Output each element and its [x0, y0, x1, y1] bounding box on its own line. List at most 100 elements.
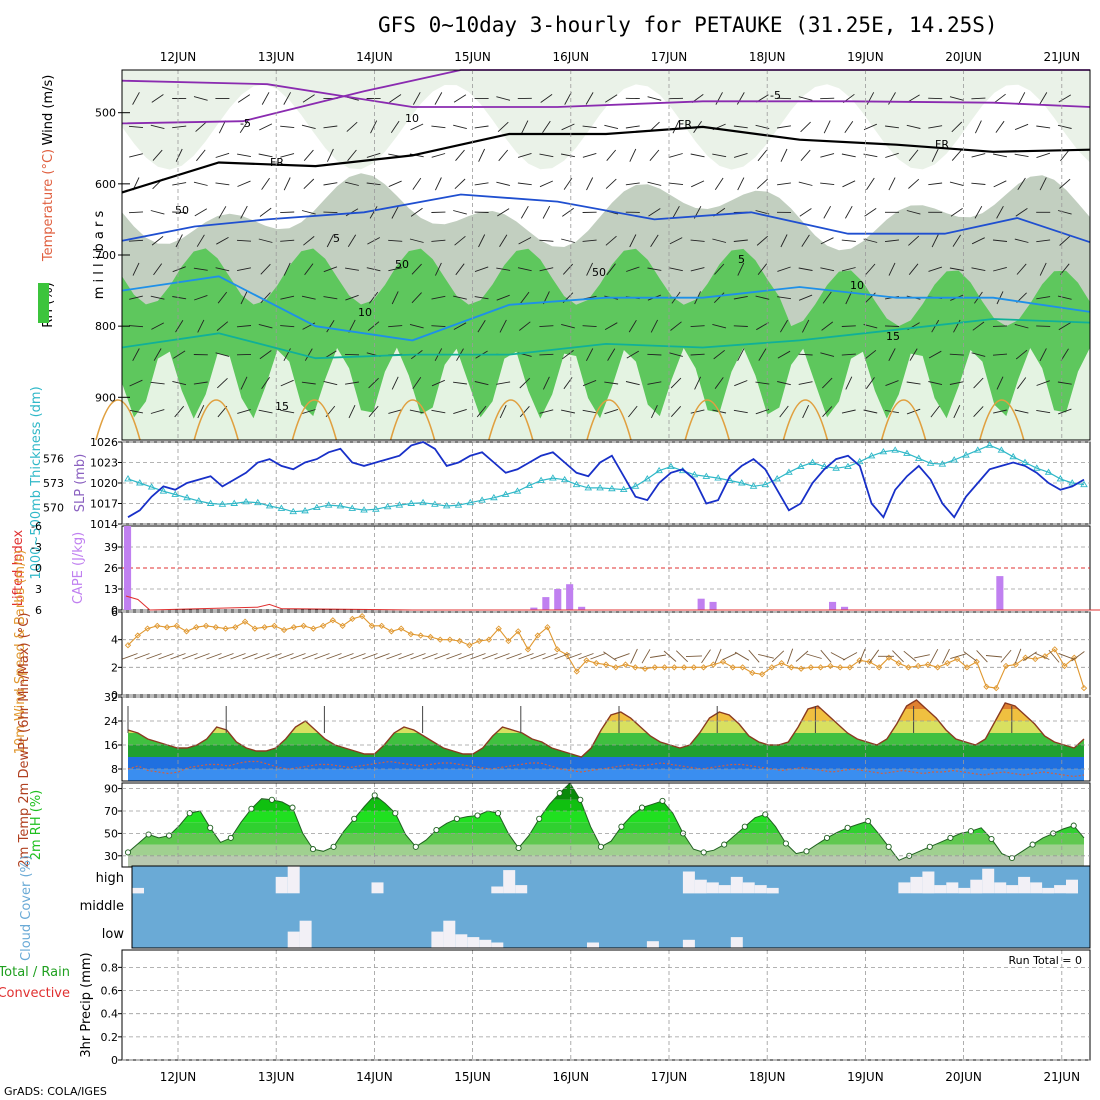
wind-barb	[517, 152, 532, 158]
rh-label: 2m RH (%)	[29, 790, 44, 861]
wind-barb	[280, 211, 295, 214]
cape-y-tick: 39	[104, 541, 118, 554]
wind-barb	[863, 238, 878, 243]
wind-barb-10m	[903, 650, 917, 662]
slp-y-tick: 1014	[90, 518, 118, 531]
wind-speed-point	[612, 664, 619, 671]
thickness-point	[1056, 475, 1065, 482]
slp-y-tick: 1017	[90, 498, 118, 511]
wind-speed-point	[476, 637, 483, 645]
rh-point	[556, 790, 563, 797]
temp-band	[128, 769, 1084, 781]
wind-barb-10m	[786, 648, 794, 664]
cloud-bar-low	[491, 942, 504, 948]
rh-point	[926, 843, 933, 850]
thickness-point	[560, 475, 569, 483]
wind-barb	[1014, 153, 1029, 158]
wind-barb	[323, 182, 338, 186]
temp-band	[128, 700, 1084, 709]
li-line	[125, 595, 1100, 611]
wind-speed-point	[993, 684, 1000, 692]
wind-barb	[259, 350, 272, 360]
li-y-tick: 6	[35, 604, 42, 617]
cloud-bar-high	[754, 885, 767, 894]
wind-speed-point	[310, 625, 317, 632]
wind-barb	[236, 239, 252, 242]
wind-barb	[626, 266, 640, 272]
upper-y-label: m i l l i b a r s	[92, 211, 107, 300]
wind-speed-point	[290, 624, 297, 631]
thickness-point	[867, 452, 876, 459]
thickness-line	[127, 444, 1085, 513]
bottom-date-label: 13JUN	[258, 1070, 295, 1084]
wind-barb	[193, 181, 208, 186]
wind-barb	[715, 92, 723, 105]
wind-barb	[605, 235, 617, 246]
wind-barb	[669, 352, 683, 357]
rh-point	[330, 843, 337, 850]
thickness-point	[360, 506, 368, 513]
wind-barb-10m	[134, 653, 150, 660]
wind-barb-10m	[1000, 649, 1012, 663]
wind-barb-10m	[458, 653, 474, 660]
wind-barb	[780, 148, 788, 162]
rh-band	[128, 799, 1084, 811]
wind-barb	[326, 148, 334, 162]
wind-barb	[582, 239, 597, 242]
wind-speed-point	[788, 664, 795, 671]
wind-barb	[132, 348, 140, 362]
wind-barb	[239, 120, 249, 134]
wind-speed-point	[544, 624, 551, 631]
wind-barb	[197, 405, 205, 419]
upper-y-tick: 900	[95, 391, 116, 404]
wind-barb	[996, 291, 1004, 305]
cloud-bar-low	[431, 931, 444, 948]
wind-barb	[865, 377, 875, 389]
wind-barb	[949, 181, 964, 187]
wind-barb-10m	[494, 653, 510, 660]
wind-barb	[521, 120, 529, 134]
wind-barb	[928, 381, 943, 386]
wind-barb	[995, 120, 1005, 133]
run-total-label: Run Total = 0	[1009, 954, 1083, 967]
wind-barb	[539, 353, 554, 356]
temp-y-tick: 32	[104, 691, 118, 704]
wind-barb	[347, 234, 357, 247]
wind-barb-10m	[590, 653, 606, 660]
wind-barb	[625, 182, 640, 186]
rh-band	[128, 833, 1084, 845]
rh-point	[248, 805, 255, 812]
wind-barb	[499, 405, 507, 419]
wind-barb	[346, 121, 358, 132]
wind-barb-10m	[748, 649, 760, 663]
cloud-bar-low	[443, 920, 456, 948]
thickness-point	[796, 462, 805, 470]
wind-barb	[845, 205, 853, 219]
wind-barb	[1036, 325, 1051, 327]
thickness-point	[619, 485, 628, 493]
wind-barb	[842, 180, 856, 188]
wind-barb	[841, 409, 856, 414]
thickness-point	[289, 507, 298, 515]
wind-barb	[260, 263, 271, 275]
li-y-tick: 0	[35, 562, 42, 575]
wind-barb-10m	[868, 649, 880, 664]
rh-point	[412, 843, 419, 850]
wind-barb-10m	[446, 653, 462, 660]
wind-barb	[798, 96, 813, 101]
wind-speed-point	[593, 660, 600, 667]
rh-point	[659, 797, 666, 804]
wind-barb	[520, 291, 530, 304]
wind-barb	[992, 325, 1008, 327]
wind-speed-point	[300, 622, 307, 629]
wind-barb-10m	[374, 653, 390, 660]
wind-barb	[1059, 235, 1071, 246]
temp-y-tick: 8	[111, 763, 118, 776]
wind-barb	[993, 153, 1007, 158]
rh-point	[618, 823, 625, 830]
wind-barb-10m	[1058, 652, 1074, 660]
wind-barb	[150, 295, 165, 300]
wind-barb-10m	[122, 653, 138, 660]
thickness-point	[454, 501, 463, 508]
wind-barb	[237, 94, 251, 103]
